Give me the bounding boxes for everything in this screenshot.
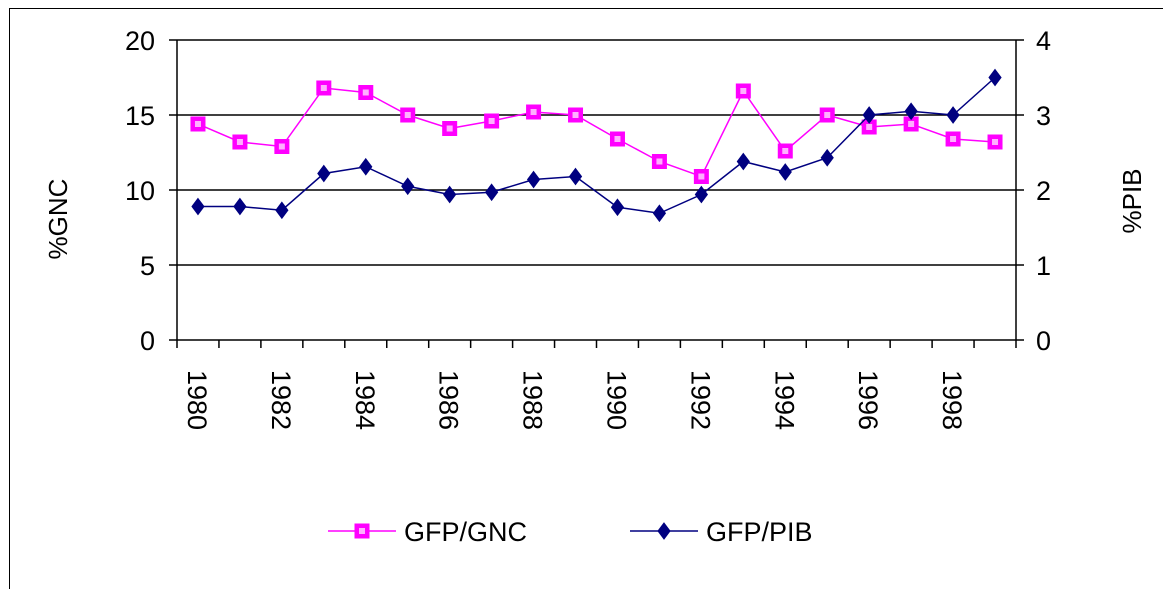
data-point (904, 102, 918, 121)
x-tick-label: 1984 (350, 370, 380, 430)
y-tick-label-right: 3 (1036, 101, 1051, 131)
legend-item: GFP/PIB (630, 517, 813, 547)
data-point (946, 106, 960, 124)
data-point-inner (320, 85, 327, 91)
data-point (778, 163, 792, 181)
data-point (443, 185, 457, 204)
data-point-inner (908, 121, 915, 127)
data-point (988, 68, 1002, 87)
data-point-inner (866, 124, 873, 130)
y-tick-label-right: 4 (1036, 26, 1051, 56)
x-tick-label: 1994 (769, 370, 799, 430)
data-point-inner (362, 89, 369, 96)
series-1 (190, 80, 1003, 184)
data-point-inner (572, 112, 579, 118)
x-tick-label: 1990 (601, 370, 631, 430)
x-tick-label: 1982 (266, 370, 296, 430)
y-axis-title-left: %GNC (43, 179, 73, 260)
data-point-inner (824, 112, 831, 118)
x-tick-label: 1996 (853, 370, 883, 430)
data-point-inner (236, 139, 243, 145)
data-point (610, 198, 625, 217)
data-point (401, 177, 415, 196)
data-point-inner (446, 125, 453, 132)
grid-layer (177, 39, 1016, 266)
chart-svg: 0 5 10 15 20 0 1 2 3 4 1980 1982 1984 1986 1988 1990 199… (43, 26, 1147, 547)
data-point (275, 201, 289, 220)
y-tick-label-left: 5 (140, 251, 155, 281)
x-tick-label: 1998 (937, 370, 967, 430)
x-tick-label: 1988 (518, 370, 548, 430)
data-point (820, 148, 834, 167)
data-point (526, 170, 541, 189)
data-point (736, 152, 750, 171)
data-point-inner (404, 112, 411, 118)
data-point (191, 197, 205, 216)
data-point (485, 183, 499, 202)
legend-item: GFP/GNC (328, 517, 527, 547)
axis-layer (169, 39, 1024, 348)
data-point (317, 164, 331, 183)
y-tick-label-left: 15 (125, 101, 155, 131)
y-tick-label-left: 0 (140, 326, 155, 356)
y-tick-label-right: 2 (1036, 176, 1051, 206)
data-point (694, 185, 708, 204)
data-point (652, 204, 667, 223)
chart-frame: 0 5 10 15 20 0 1 2 3 4 1980 1982 1984 1986 1988 1990 199… (9, 8, 1163, 589)
data-point (233, 197, 247, 216)
data-point-inner (992, 139, 999, 145)
label-layer: 0 5 10 15 20 0 1 2 3 4 1980 1982 1984 1986 1988 1990 199… (125, 26, 1051, 430)
data-point (359, 157, 373, 176)
data-point-inner (740, 88, 747, 94)
data-point-inner (194, 121, 201, 127)
data-point-inner (950, 136, 957, 142)
x-tick-label: 1986 (434, 370, 464, 430)
legend-label: GFP/PIB (706, 517, 813, 547)
data-point-inner (530, 109, 537, 115)
data-point (862, 106, 876, 124)
legend-swatch-marker (657, 522, 671, 540)
series-line (197, 76, 996, 215)
y-tick-label-right: 0 (1036, 326, 1051, 356)
data-point (568, 167, 583, 186)
data-point-inner (488, 118, 495, 124)
y-tick-label-left: 20 (125, 26, 155, 56)
series-layer (190, 68, 1003, 223)
legend: GFP/GNC GFP/PIB (328, 517, 813, 547)
legend-swatch-marker-inner (359, 528, 365, 534)
x-tick-label: 1980 (182, 370, 212, 430)
legend-label: GFP/GNC (404, 517, 527, 547)
data-point-inner (782, 148, 789, 154)
y-tick-label-right: 1 (1036, 251, 1051, 281)
y-axis-title-right: %PIB (1117, 168, 1147, 233)
data-point-inner (614, 136, 621, 142)
data-point-inner (656, 158, 663, 165)
data-point-inner (698, 173, 705, 180)
x-tick-label: 1992 (685, 370, 715, 430)
y-tick-label-left: 10 (125, 176, 155, 206)
data-point-inner (278, 143, 285, 150)
series-2 (191, 68, 1002, 223)
